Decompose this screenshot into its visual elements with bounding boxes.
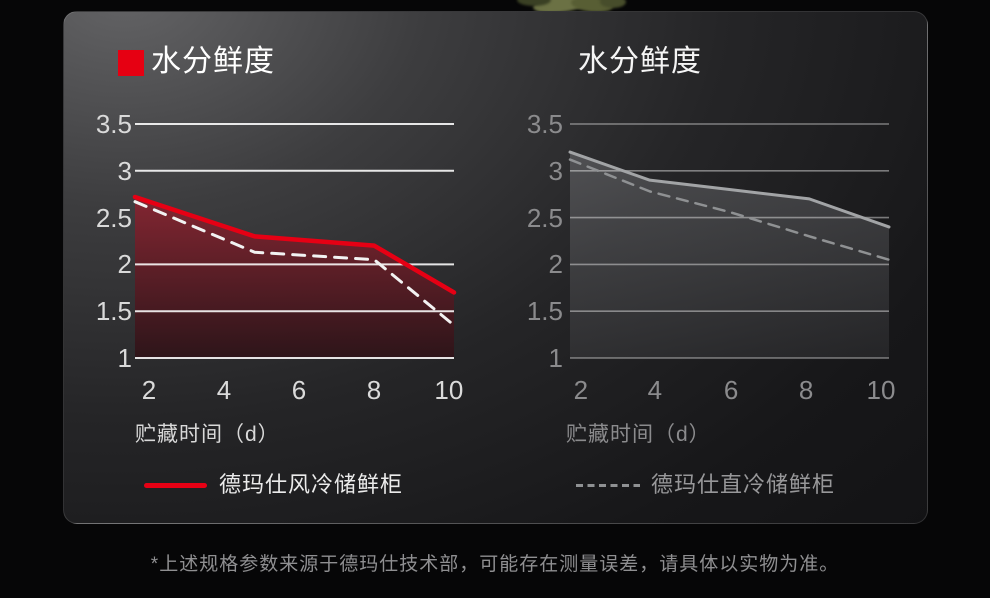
chart-svg (132, 123, 457, 359)
y-tick-label: 1 (548, 343, 563, 373)
x-tick-label: 8 (798, 375, 814, 405)
x-tick-label: 10 (866, 375, 896, 405)
plot-area-right (568, 123, 891, 359)
y-tick-label: 2.5 (526, 202, 563, 233)
x-axis-label-right: 贮藏时间（d） (566, 423, 711, 446)
y-tick-label: 3 (117, 155, 132, 186)
series-line-solid (568, 150, 891, 229)
vegetable-leaf (517, 0, 551, 6)
chart-title-right: 水分鲜度 (578, 45, 702, 78)
x-tick-label: 4 (216, 375, 232, 405)
x-tick-label: 8 (366, 375, 382, 405)
y-tick-label: 3.5 (526, 109, 563, 139)
chart-panel: 水分鲜度 贮藏时间（d） 德玛仕风冷储鲜柜 水分鲜度 贮藏时间（d） 德玛仕直冷… (63, 11, 928, 524)
x-tick-label: 6 (291, 375, 307, 405)
legend-label-right: 德玛仕直冷储鲜柜 (651, 472, 836, 497)
series-line-solid (132, 194, 457, 295)
x-tick-label: 2 (573, 375, 589, 405)
y-tick-label: 2.5 (95, 202, 132, 233)
legend-line-solid (144, 483, 207, 488)
chart-svg (568, 123, 891, 359)
vegetable-leaf (600, 0, 626, 8)
x-tick-label: 4 (647, 375, 663, 405)
plot-area-left (132, 123, 457, 359)
x-axis-label-left: 贮藏时间（d） (135, 423, 280, 446)
series-fill (570, 152, 889, 358)
y-tick-label: 3 (548, 155, 563, 186)
x-tick-label: 2 (141, 375, 157, 405)
chart-title-left: 水分鲜度 (151, 45, 275, 78)
legend-label-left: 德玛仕风冷储鲜柜 (219, 472, 404, 497)
y-tick-label: 1.5 (95, 296, 132, 327)
y-tick-label: 1 (117, 343, 132, 373)
series-fill (135, 197, 454, 358)
y-tick-label: 3.5 (95, 109, 132, 139)
x-tick-label: 10 (434, 375, 464, 405)
title-swatch-red (118, 50, 144, 76)
disclaimer-text: *上述规格参数来源于德玛仕技术部，可能存在测量误差，请具体以实物为准。 (150, 554, 840, 575)
y-tick-label: 2 (117, 249, 132, 280)
legend-line-dashed (576, 484, 640, 487)
y-tick-label: 2 (548, 249, 563, 280)
series-line-dashed (568, 158, 891, 261)
vegetable-photo-sliver (505, 0, 640, 12)
x-tick-label: 6 (723, 375, 739, 405)
series-line-dashed (133, 200, 456, 327)
y-tick-label: 1.5 (526, 296, 563, 327)
